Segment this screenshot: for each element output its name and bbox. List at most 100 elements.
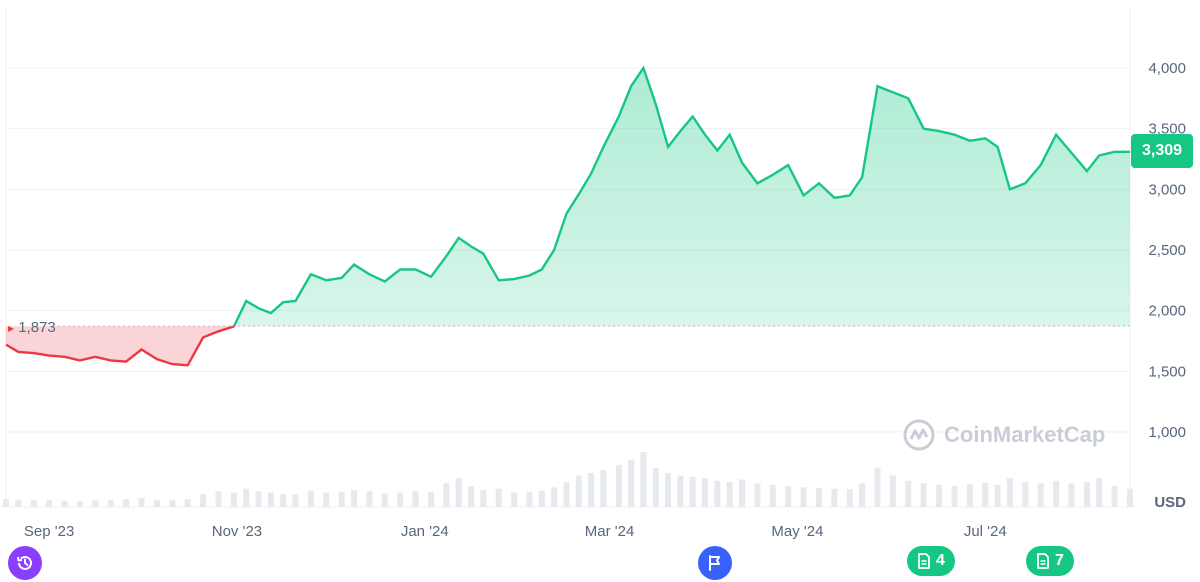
volume-bar <box>785 486 792 507</box>
y-tick-label: 3,000 <box>1148 181 1186 198</box>
unit-label: USD <box>1154 494 1186 511</box>
x-axis: Sep '23 Nov '23 Jan '24 Mar '24 May '24 Jul '… <box>24 523 1007 540</box>
x-tick-label: May '24 <box>771 523 823 540</box>
volume-bar <box>495 488 502 507</box>
price-line-down <box>5 326 236 367</box>
history-button[interactable] <box>8 546 42 580</box>
volume-bar <box>427 491 434 507</box>
volume-bar <box>76 501 83 507</box>
volume-bar <box>1053 480 1060 507</box>
volume-bar <box>726 482 733 507</box>
area-down <box>6 326 1130 366</box>
volume-bar <box>323 492 330 507</box>
volume-bar <box>511 492 518 507</box>
document-icon <box>918 553 930 569</box>
history-icon <box>17 555 32 570</box>
volume-bar <box>480 489 487 507</box>
volume-bar <box>551 487 558 507</box>
volume-bar <box>738 479 745 507</box>
volume-bar <box>3 499 9 507</box>
volume-bar <box>123 499 130 507</box>
x-tick-label: Sep '23 <box>24 523 74 540</box>
volume-bar <box>467 486 474 507</box>
volume-bar <box>443 483 450 507</box>
volume-bar <box>769 484 776 507</box>
volume-bar <box>889 475 896 507</box>
volume-bar <box>381 493 388 507</box>
volume-bars <box>3 452 1133 507</box>
volume-bar <box>936 484 943 507</box>
volume-bar <box>966 483 973 507</box>
volume-bar <box>526 491 533 507</box>
y-tick-label: 1,000 <box>1148 424 1186 441</box>
volume-bar <box>994 484 1001 507</box>
baseline-value: 1,873 <box>18 319 56 336</box>
volume-bar <box>665 472 672 507</box>
volume-bar <box>61 500 68 507</box>
coinmarketcap-watermark: CoinMarketCap <box>902 418 1105 452</box>
watermark-text: CoinMarketCap <box>944 422 1106 447</box>
volume-bar <box>1022 482 1029 507</box>
volume-bar <box>600 470 607 507</box>
document-icon <box>1037 553 1049 569</box>
volume-bar <box>107 499 114 507</box>
news-badge-1-count: 4 <box>936 552 945 569</box>
volume-bar <box>714 480 721 507</box>
news-badge-1[interactable]: 4 <box>907 546 955 576</box>
volume-bar <box>677 475 684 507</box>
volume-bar <box>153 499 160 507</box>
y-tick-label: 2,000 <box>1148 303 1186 320</box>
volume-bar <box>30 500 37 507</box>
volume-bar <box>846 489 853 507</box>
volume-bar <box>652 467 659 507</box>
baseline-value-label: ▸ 1,873 <box>8 319 56 336</box>
volume-bar <box>280 493 287 507</box>
volume-bar <box>138 497 145 507</box>
y-tick-label: 3,500 <box>1148 121 1186 138</box>
y-tick-label: 1,500 <box>1148 363 1186 380</box>
volume-bar <box>563 482 570 507</box>
volume-bar <box>754 483 761 507</box>
current-price-tag: 3,309 <box>1131 134 1193 168</box>
volume-bar <box>15 499 22 507</box>
volume-bar <box>859 483 866 507</box>
volume-bar <box>292 494 299 507</box>
volume-bar <box>615 465 622 507</box>
volume-bar <box>905 480 912 507</box>
y-tick-label: 2,500 <box>1148 242 1186 259</box>
news-badge-2[interactable]: 7 <box>1026 546 1074 576</box>
y-axis: 1,000 1,500 2,000 2,500 3,000 3,500 4,000 <box>1148 60 1186 441</box>
volume-bar <box>200 493 207 507</box>
volume-bar <box>628 459 635 507</box>
volume-bar <box>1111 486 1118 507</box>
flag-icon <box>709 555 720 571</box>
news-badge-2-count: 7 <box>1055 552 1064 569</box>
volume-bar <box>920 483 927 507</box>
flag-marker-button[interactable] <box>698 546 732 580</box>
volume-bar <box>702 478 709 507</box>
volume-bar <box>874 467 881 507</box>
grid-lines <box>5 8 1131 508</box>
volume-bar <box>230 492 237 507</box>
volume-bar <box>397 492 404 507</box>
volume-bar <box>640 452 647 507</box>
volume-bar <box>815 488 822 507</box>
volume-bar <box>800 487 807 507</box>
volume-bar <box>412 491 419 507</box>
volume-bar <box>982 482 989 507</box>
x-tick-label: Jul '24 <box>964 523 1007 540</box>
volume-bar <box>951 486 958 507</box>
volume-bar <box>366 491 373 507</box>
volume-bar <box>1037 483 1044 507</box>
volume-bar <box>215 491 222 507</box>
coinmarketcap-logo-icon <box>903 419 935 451</box>
volume-bar <box>169 500 176 507</box>
volume-bar <box>1083 482 1090 507</box>
volume-bar <box>1068 483 1075 507</box>
volume-bar <box>538 490 545 507</box>
volume-bar <box>1006 478 1013 507</box>
volume-bar <box>255 491 262 507</box>
x-tick-label: Nov '23 <box>212 523 262 540</box>
volume-bar <box>46 500 53 507</box>
